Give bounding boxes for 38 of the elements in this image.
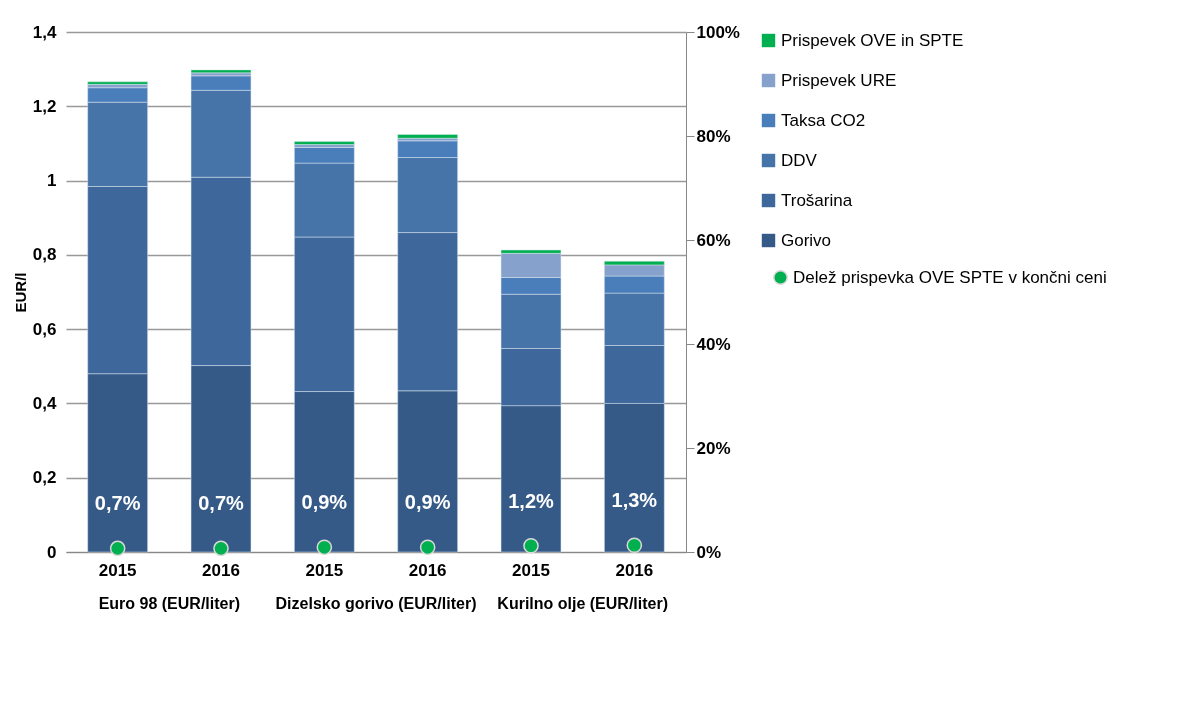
legend-label: Prispevek OVE in SPTE xyxy=(781,30,964,50)
legend-label: Delež prispevka OVE SPTE v končni ceni xyxy=(793,267,1107,287)
y-tick-label: 0,4 xyxy=(32,393,58,413)
x-tick-label: 2016 xyxy=(408,560,447,580)
data-label: 1,3% xyxy=(611,489,658,512)
legend-label: Prispevek URE xyxy=(781,70,897,90)
y2-tick-label: 80% xyxy=(696,126,731,146)
legend-label: Taksa CO2 xyxy=(781,110,866,130)
data-label: 0,7% xyxy=(94,492,141,515)
y-tick-label: 1,2 xyxy=(32,96,57,116)
y2-tick-label: 100% xyxy=(696,22,740,42)
y-tick-label: 0,2 xyxy=(32,468,57,488)
x-tick-label: 2016 xyxy=(202,560,240,580)
y2-tick-label: 0% xyxy=(696,542,722,562)
y-tick-label: 1 xyxy=(47,171,57,191)
legend-label: DDV xyxy=(781,150,818,170)
x-tick-label: 2015 xyxy=(98,560,137,580)
x-tick-label: 2015 xyxy=(305,560,344,580)
y2-tick-label: 20% xyxy=(696,438,731,458)
y2-tick-label: 40% xyxy=(696,334,731,354)
x-tick-label: 2016 xyxy=(615,560,654,580)
data-label: 1,2% xyxy=(508,489,555,512)
data-label: 0,7% xyxy=(198,492,245,515)
data-label: 0,9% xyxy=(301,491,348,514)
legend-label: Trošarina xyxy=(781,190,853,210)
text: Kurilno olje (EUR/liter) xyxy=(497,595,668,612)
y2-tick-label: 60% xyxy=(696,230,731,250)
y-tick-label: 0,8 xyxy=(32,245,57,265)
y-tick-label: 1,4 xyxy=(32,22,58,42)
y-tick-label: 0,6 xyxy=(32,319,57,339)
x-tick-label: 2015 xyxy=(512,560,550,580)
legend-label: Gorivo xyxy=(781,230,832,250)
data-label: 0,9% xyxy=(404,491,451,514)
text: Euro 98 (EUR/liter) xyxy=(98,595,241,612)
text: Dizelsko gorivo (EUR/liter) xyxy=(275,595,477,612)
y-axis-title: EUR/l xyxy=(11,272,29,313)
bar xyxy=(397,134,458,139)
y-tick-label: 0 xyxy=(47,542,57,562)
